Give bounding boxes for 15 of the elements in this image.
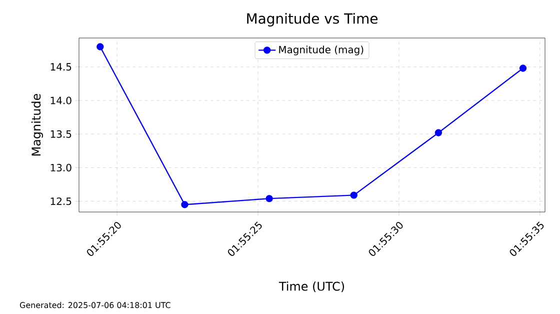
y-tick-label: 13.0 <box>50 164 72 172</box>
y-tick-label: 13.5 <box>50 130 72 138</box>
y-tick-label: 14.5 <box>50 63 72 71</box>
chart-title: Magnitude vs Time <box>247 13 378 27</box>
point <box>519 64 527 72</box>
y-tick-label: 12.5 <box>50 197 72 206</box>
point <box>181 201 188 208</box>
y-axis-title: Magnitude <box>31 94 43 156</box>
point <box>434 129 442 136</box>
y-tick-label: 14.0 <box>50 96 72 104</box>
x-axis-title: Time (UTC) <box>278 282 344 292</box>
point <box>266 194 273 202</box>
legend-label: Magnitude (mag) <box>279 46 364 56</box>
point <box>350 192 358 199</box>
point <box>96 43 104 50</box>
